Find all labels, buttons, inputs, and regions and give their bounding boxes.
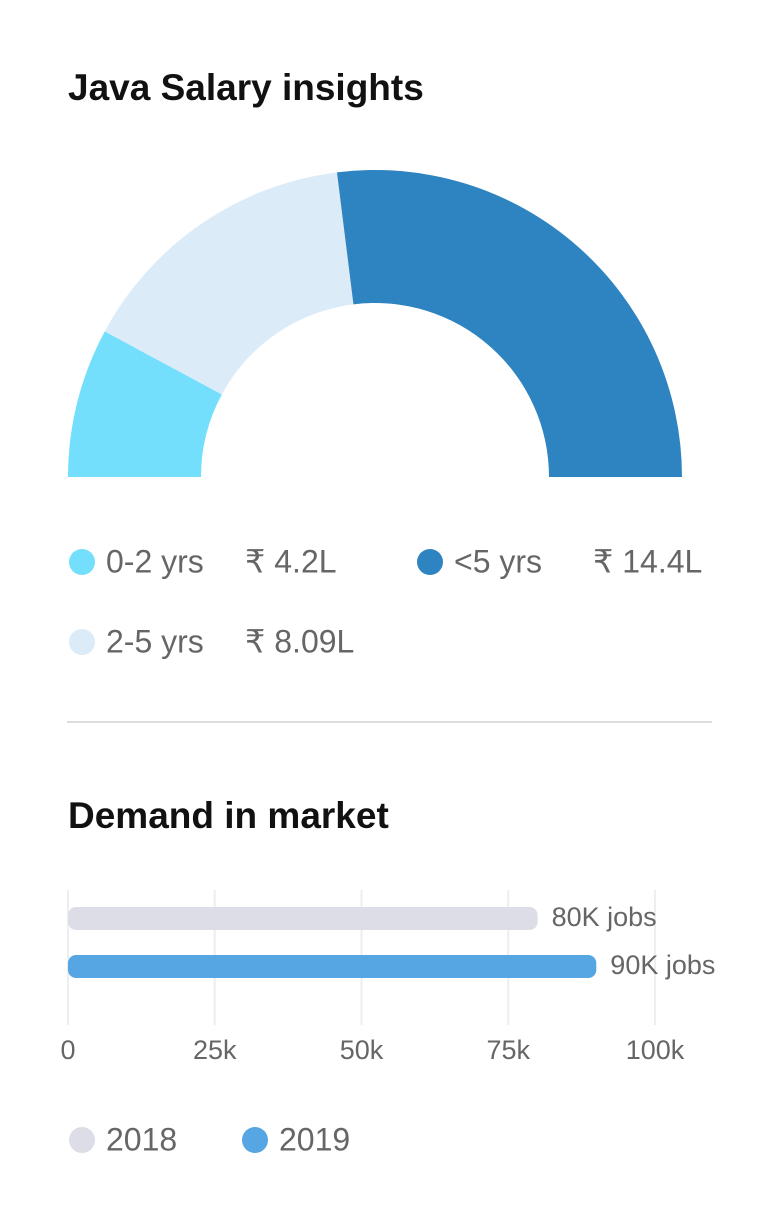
legend-value: ₹ 8.09L <box>245 623 354 659</box>
legend-label: 0-2 yrs <box>106 543 204 579</box>
legend-label: 2019 <box>279 1121 350 1157</box>
legend-value: ₹ 14.4L <box>593 543 702 579</box>
donut-segment <box>336 170 682 478</box>
x-tick-label: 0 <box>60 1035 75 1065</box>
donut-segment <box>68 331 222 477</box>
x-tick-label: 100k <box>626 1035 685 1065</box>
legend-dot <box>69 629 95 655</box>
legend-dot <box>69 1127 95 1153</box>
x-tick-label: 25k <box>193 1035 237 1065</box>
bar <box>68 955 597 978</box>
legend-dot <box>417 549 443 575</box>
legend-label: <5 yrs <box>454 543 542 579</box>
x-tick-label: 50k <box>340 1035 384 1065</box>
bar-value-label: 90K jobs <box>610 950 715 980</box>
legend-label: 2018 <box>106 1121 177 1157</box>
bar-value-label: 80K jobs <box>552 902 657 932</box>
demand-title: Demand in market <box>68 795 389 836</box>
legend-label: 2-5 yrs <box>106 623 204 659</box>
x-tick-label: 75k <box>486 1035 530 1065</box>
legend-value: ₹ 4.2L <box>245 543 337 579</box>
salary-title: Java Salary insights <box>68 67 424 108</box>
donut-segment <box>104 172 354 395</box>
bar <box>68 907 538 930</box>
legend-dot <box>242 1127 268 1153</box>
legend-dot <box>69 549 95 575</box>
